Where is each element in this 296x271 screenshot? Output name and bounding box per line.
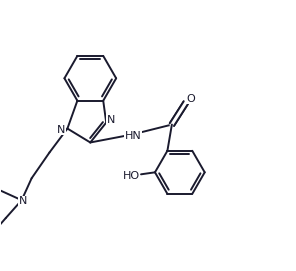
Text: O: O	[186, 94, 195, 104]
Text: N: N	[57, 125, 66, 134]
Text: HO: HO	[123, 171, 140, 181]
Text: HN: HN	[125, 131, 141, 141]
Text: N: N	[107, 115, 115, 125]
Text: N: N	[18, 196, 27, 206]
